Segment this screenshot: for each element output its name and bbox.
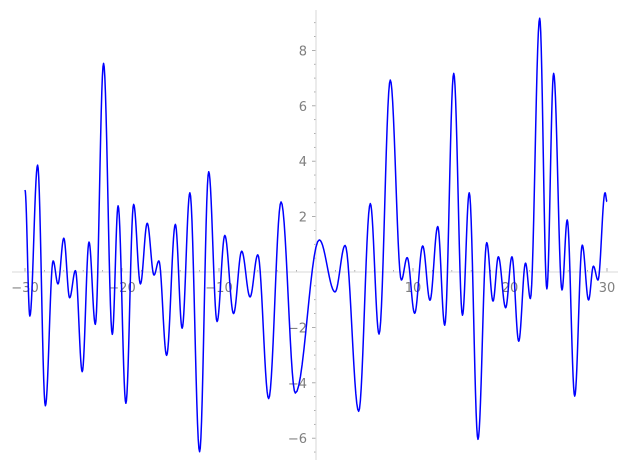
x-tick-label: −30 [11, 281, 38, 296]
y-tick-label: 4 [299, 155, 307, 170]
x-tick-label: 30 [599, 281, 616, 296]
y-tick-label: −2 [288, 321, 307, 336]
y-tick-label: 2 [299, 211, 307, 226]
y-tick-label: 6 [299, 100, 307, 115]
y-tick-label: 8 [299, 44, 307, 59]
series-line [24, 17, 608, 453]
axes [12, 10, 618, 460]
y-tick-label: −6 [288, 432, 307, 447]
x-tick-label: −10 [205, 281, 232, 296]
